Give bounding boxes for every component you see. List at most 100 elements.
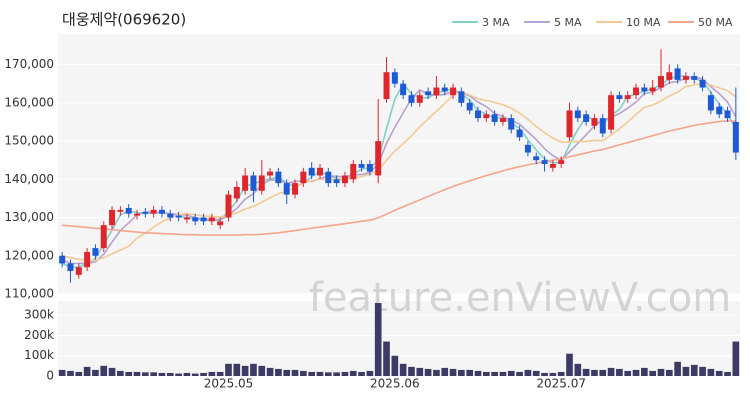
- candle-body: [541, 160, 548, 164]
- volume-bar: [75, 371, 83, 376]
- candle-body: [516, 129, 523, 138]
- ma-line: [61, 76, 737, 265]
- y-tick-label: 140,000: [4, 172, 54, 186]
- candle-body: [167, 213, 174, 218]
- candle-body: [724, 110, 731, 119]
- volume-bar: [665, 369, 673, 376]
- volume-bar: [166, 372, 174, 376]
- candle-body: [433, 87, 440, 96]
- y-tick-label: 150,000: [4, 134, 54, 148]
- ma-line: [62, 119, 736, 236]
- candle-body: [391, 72, 398, 84]
- volume-bar: [474, 370, 482, 376]
- volume-bar: [707, 368, 715, 376]
- candle-body: [217, 221, 224, 226]
- volume-bar: [408, 366, 415, 376]
- volume-bar: [92, 369, 99, 376]
- candle-body: [75, 267, 82, 275]
- candle-body: [366, 164, 373, 172]
- volume-bar: [632, 369, 640, 376]
- volume-bar: [100, 365, 108, 376]
- candle-body: [716, 106, 723, 115]
- candle-body: [100, 225, 107, 249]
- volume-bar: [258, 365, 266, 376]
- volume-bar: [183, 372, 191, 376]
- volume-bar: [624, 370, 632, 376]
- candle-body: [441, 87, 448, 92]
- volume-bar: [599, 369, 607, 376]
- volume-bar: [732, 341, 740, 376]
- volume-bar: [108, 367, 116, 376]
- volume-bar: [341, 371, 349, 376]
- candle-body: [491, 114, 498, 122]
- candle-body: [425, 91, 432, 96]
- volume-bar: [458, 369, 465, 376]
- volume-bar: [524, 369, 532, 376]
- candle-body: [674, 68, 681, 80]
- candle-body: [682, 76, 689, 80]
- volume-bar: [333, 372, 340, 376]
- candle-body: [134, 213, 141, 216]
- volume-bar: [241, 365, 249, 376]
- y-tick-label: 110,000: [4, 287, 54, 301]
- candle-body: [499, 118, 506, 122]
- ma-line: [61, 82, 737, 262]
- legend-label: 10 MA: [626, 16, 661, 29]
- candle-body: [267, 171, 274, 176]
- volume-bar: [374, 303, 382, 376]
- volume-bar: [208, 371, 216, 376]
- candle-body: [308, 167, 315, 176]
- volume-bar: [283, 369, 291, 376]
- candle-body: [466, 102, 473, 111]
- volume-bar: [349, 370, 357, 376]
- volume-bar: [216, 371, 224, 376]
- candle-body: [92, 248, 99, 256]
- candle-body: [458, 91, 465, 103]
- candle-body: [117, 209, 124, 212]
- candle-body: [208, 217, 215, 222]
- candle-body: [350, 164, 357, 180]
- volume-bar: [649, 370, 656, 376]
- volume-bar: [125, 371, 133, 376]
- y-tick-label: 0: [46, 369, 54, 383]
- volume-bar: [308, 371, 315, 376]
- candle-body: [549, 164, 556, 168]
- y-tick-label: 160,000: [4, 95, 54, 109]
- candle-body: [292, 183, 299, 195]
- candle-body: [508, 118, 515, 130]
- volume-bar: [117, 370, 124, 376]
- volume-bar: [150, 372, 157, 376]
- candle-body: [641, 87, 648, 92]
- candle-body: [657, 76, 664, 88]
- x-tick-label: 2025.05: [204, 377, 254, 391]
- y-tick-label: 100k: [24, 348, 54, 362]
- candle-body: [67, 263, 74, 272]
- y-tick-label: 130,000: [4, 210, 54, 224]
- volume-bar: [383, 341, 390, 376]
- candle-body: [533, 156, 540, 161]
- volume-bar: [67, 370, 74, 376]
- volume-bar: [449, 368, 457, 376]
- candle-body: [483, 114, 490, 119]
- candle-body: [633, 87, 640, 96]
- volume-bar: [266, 367, 274, 376]
- volume-bar: [499, 371, 507, 376]
- volume-bar: [582, 368, 590, 376]
- candle-body: [341, 175, 348, 184]
- candle-body: [183, 217, 190, 220]
- candle-body: [275, 171, 282, 184]
- volume-bar: [491, 371, 498, 376]
- candle-body: [192, 217, 199, 222]
- candle-body: [175, 215, 182, 218]
- volume-bar: [566, 353, 573, 376]
- volume-bar: [300, 370, 307, 376]
- candle-body: [316, 167, 323, 176]
- candle-body: [84, 251, 91, 268]
- volume-bar: [591, 369, 598, 376]
- volume-bar: [682, 366, 690, 376]
- y-tick-label: 300k: [24, 308, 54, 322]
- volume-bar: [541, 372, 548, 376]
- volume-bar: [291, 369, 299, 376]
